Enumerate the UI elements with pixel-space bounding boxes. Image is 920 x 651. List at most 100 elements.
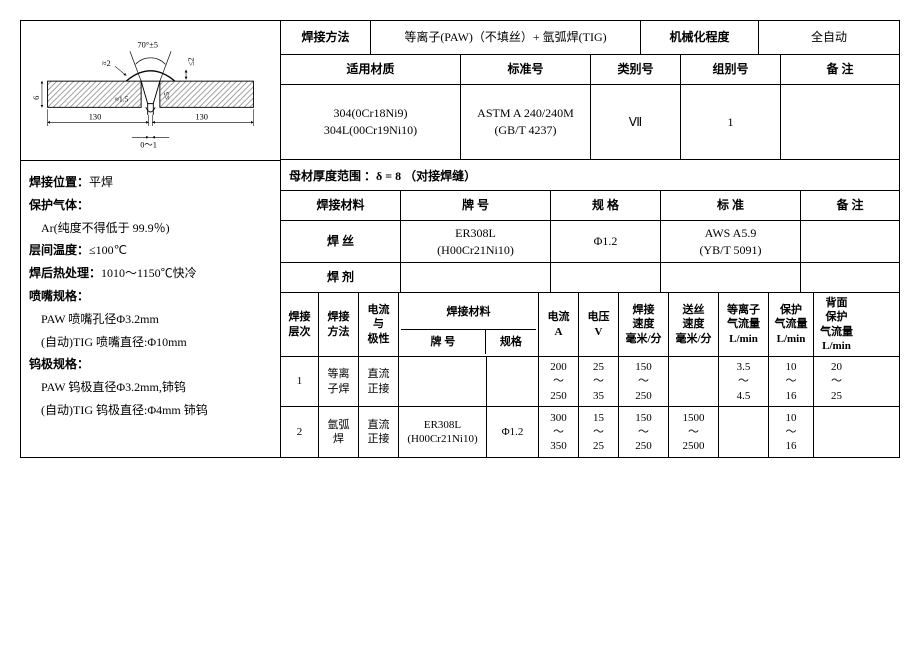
note-line: 焊接位置：平焊	[29, 171, 272, 194]
wire-remark	[801, 221, 899, 262]
height-6: 6	[31, 96, 41, 100]
remark-label: 备 注	[781, 55, 899, 84]
note-text: 平焊	[89, 175, 113, 189]
note-line: 喷嘴规格：	[29, 285, 272, 308]
cell-plgas	[719, 407, 769, 457]
col-weld-mat: 焊接材料	[281, 191, 401, 220]
group-no-value: 1	[681, 85, 781, 159]
std-no-value: ASTM A 240/240M (GB/T 4237)	[461, 85, 591, 159]
note-text: Ar(纯度不得低于 99.9％)	[29, 221, 170, 235]
cell-polarity: 直流 正接	[359, 357, 399, 406]
ph-fspd: 送丝 速度 毫米/分	[669, 293, 719, 356]
cell-amp: 300 ～ 350	[539, 407, 579, 457]
ph-wspd: 焊接 速度 毫米/分	[619, 293, 669, 356]
note-text: (自动)TIG 喷嘴直径:Φ10mm	[29, 335, 187, 349]
cell-layer: 1	[281, 357, 319, 406]
cell-plgas: 3.5 ～ 4.5	[719, 357, 769, 406]
note-line: 层间温度：≤100℃	[29, 239, 272, 262]
flux-label: 焊 剂	[281, 263, 401, 292]
ph-method: 焊接 方法	[319, 293, 359, 356]
group-no-label: 组别号	[681, 55, 781, 84]
mech-label: 机械化程度	[641, 21, 759, 54]
thickness-row: 母材厚度范围 ：δ = 8 （对接焊缝）	[281, 161, 899, 190]
note-line: Ar(纯度不得低于 99.9％)	[29, 217, 272, 240]
angle-label: 70°±5	[137, 39, 158, 49]
note-text: (自动)TIG 钨极直径:Φ4mm 铈钨	[29, 403, 208, 417]
wire-label: 焊 丝	[281, 221, 401, 262]
ph-bkgas: 背面 保护 气流量 L/min	[814, 293, 859, 356]
class-no-label: 类别号	[591, 55, 681, 84]
col-brand: 牌 号	[401, 191, 551, 220]
tol-le2: ≤2	[186, 57, 196, 66]
ph-layer: 焊接 层次	[281, 293, 319, 356]
ph-spec: 规格	[486, 330, 536, 354]
note-line: 焊后热处理：1010～1150℃快冷	[29, 262, 272, 285]
cell-fspd	[669, 357, 719, 406]
col-spec: 规 格	[551, 191, 661, 220]
cell-brand	[399, 357, 487, 406]
cell-wspd: 150 ～ 250	[619, 407, 669, 457]
cell-shgas: 10 ～ 16	[769, 357, 814, 406]
ph-material-wrap: 焊接材料 牌 号 规格	[399, 293, 539, 356]
root-gap: 0～1	[140, 140, 157, 150]
wire-spec: Φ1.2	[551, 221, 661, 262]
dim-130-r: 130	[195, 112, 208, 122]
params-rows: 1等离 子焊直流 正接 200 ～ 25025 ～ 35150 ～ 250 3.5 …	[281, 357, 899, 457]
cell-spec: Φ1.2	[487, 407, 539, 457]
note-label: 焊后热处理：	[29, 266, 101, 280]
ph-shgas: 保护 气流量 L/min	[769, 293, 814, 356]
material-label: 适用材质	[281, 55, 461, 84]
cell-layer: 2	[281, 407, 319, 457]
ph-polarity: 电流 与 极性	[359, 293, 399, 356]
col-remark: 备 注	[801, 191, 899, 220]
class-no-value: Ⅶ	[591, 85, 681, 159]
note-line: (自动)TIG 钨极直径:Φ4mm 铈钨	[29, 399, 272, 422]
cell-method: 等离 子焊	[319, 357, 359, 406]
cell-polarity: 直流 正接	[359, 407, 399, 457]
flux-std	[661, 263, 801, 292]
cell-shgas: 10 ～ 16	[769, 407, 814, 457]
note-line: 保护气体：	[29, 194, 272, 217]
cell-bkgas: 20 ～ 25	[814, 357, 859, 406]
cell-spec	[487, 357, 539, 406]
material-value: 304(0Cr18Ni9) 304L(00Cr19Ni10)	[281, 85, 461, 159]
weld-method-label: 焊接方法	[281, 21, 371, 54]
std-no-label: 标准号	[461, 55, 591, 84]
note-text: PAW 钨极直径Φ3.2mm,铈钨	[29, 380, 186, 394]
note-label: 钨极规格：	[29, 357, 89, 371]
col-std: 标 准	[661, 191, 801, 220]
cell-brand: ER308L (H00Cr21Ni10)	[399, 407, 487, 457]
ph-brand: 牌 号	[401, 330, 486, 354]
flux-remark	[801, 263, 899, 292]
header-block: 焊接方法 等离子(PAW)（不填丝）+ 氩弧焊(TIG) 机械化程度 全自动 适…	[281, 21, 899, 161]
cell-amp: 200 ～ 250	[539, 357, 579, 406]
mech-value: 全自动	[759, 21, 899, 54]
ph-material: 焊接材料	[401, 295, 536, 329]
wire-std: AWS A5.9 (YB/T 5091)	[661, 221, 801, 262]
cell-volt: 25 ～ 35	[579, 357, 619, 406]
gap-1-5: ≈1.5	[115, 95, 129, 104]
note-label: 保护气体：	[29, 198, 89, 212]
note-line: 钨极规格：	[29, 353, 272, 376]
flux-brand	[401, 263, 551, 292]
gap-2: ≈2	[102, 58, 111, 68]
remark-value	[781, 85, 899, 159]
note-label: 焊接位置：	[29, 175, 89, 189]
flux-spec	[551, 263, 661, 292]
right-body: 母材厚度范围 ：δ = 8 （对接焊缝） 焊接材料 牌 号 规 格 标 准 备 …	[281, 161, 899, 457]
note-text: PAW 喷嘴孔径Φ3.2mm	[29, 312, 159, 326]
note-label: 层间温度：	[29, 243, 89, 257]
ph-volt: 电压 V	[579, 293, 619, 356]
note-text: ≤100℃	[89, 243, 127, 257]
note-label: 喷嘴规格：	[29, 289, 89, 303]
process-notes: 焊接位置：平焊保护气体： Ar(纯度不得低于 99.9％)层间温度：≤100℃焊…	[21, 161, 281, 457]
cell-wspd: 150 ～ 250	[619, 357, 669, 406]
note-line: PAW 钨极直径Φ3.2mm,铈钨	[29, 376, 272, 399]
cell-fspd: 1500 ～ 2500	[669, 407, 719, 457]
ph-amp: 电流 A	[539, 293, 579, 356]
ph-plgas: 等离子 气流量 L/min	[719, 293, 769, 356]
groove-diagram: 70°±5 ≈2 ≤2 6 ≈1.5 ≤5 130 130	[21, 21, 281, 161]
wire-brand: ER308L (H00Cr21Ni10)	[401, 221, 551, 262]
tol-le5: ≤5	[162, 92, 171, 100]
params-row: 1等离 子焊直流 正接 200 ～ 25025 ～ 35150 ～ 250 3.5 …	[281, 357, 899, 407]
